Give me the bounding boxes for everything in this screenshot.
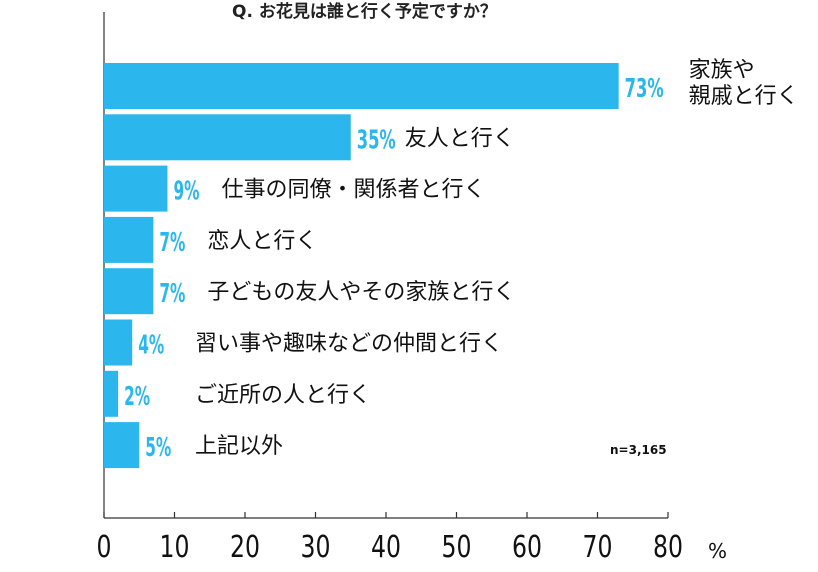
x-tick-label: 60 (512, 530, 542, 565)
category-label: 習い事や趣味などの仲間と行く (195, 332, 503, 357)
x-tick-label: 30 (301, 530, 331, 565)
bar-value-label: 4% (138, 331, 164, 361)
bar-value-label: 5% (145, 433, 171, 463)
bar (104, 63, 619, 109)
x-tick-label: 0 (97, 530, 112, 565)
x-tick-label: 70 (583, 530, 613, 565)
x-tick-label: 50 (442, 530, 472, 565)
bar (104, 370, 119, 417)
x-tick-label: 20 (230, 530, 260, 565)
x-ticks-group: 0 10 20 30 40 50 60 70 80 (97, 512, 683, 565)
x-tick-label: 40 (371, 530, 401, 565)
bar-value-label: 73% (625, 74, 664, 104)
bar (104, 165, 168, 212)
category-label: 恋人と行く (207, 229, 317, 254)
x-unit-label: % (708, 539, 727, 563)
bar-value-label: 2% (124, 382, 150, 412)
sample-size-note: n=3,165 (610, 443, 667, 457)
category-label: ご近所の人と行く (195, 383, 371, 408)
bar-value-label: 35% (357, 125, 396, 155)
bar (104, 114, 351, 161)
bar-value-label: 9% (173, 177, 199, 207)
bar (104, 216, 154, 263)
bar (104, 268, 154, 315)
category-label: 友人と行く (405, 126, 515, 151)
category-label: 仕事の同僚・関係者と行く (221, 178, 485, 203)
bar (104, 319, 133, 366)
category-label: 親戚と行く (689, 84, 799, 109)
bar-value-label: 7% (159, 228, 185, 258)
bar-value-label: 7% (159, 279, 185, 309)
category-label: 上記以外 (195, 434, 283, 459)
bar (104, 422, 140, 469)
chart-title: Q. お花見は誰と行く予定ですか？ (232, 1, 497, 22)
x-tick-label: 10 (160, 530, 190, 565)
x-tick-label: 80 (653, 530, 683, 565)
category-label: 家族や (689, 58, 755, 83)
category-label: 子どもの友人やその家族と行く (207, 280, 515, 305)
